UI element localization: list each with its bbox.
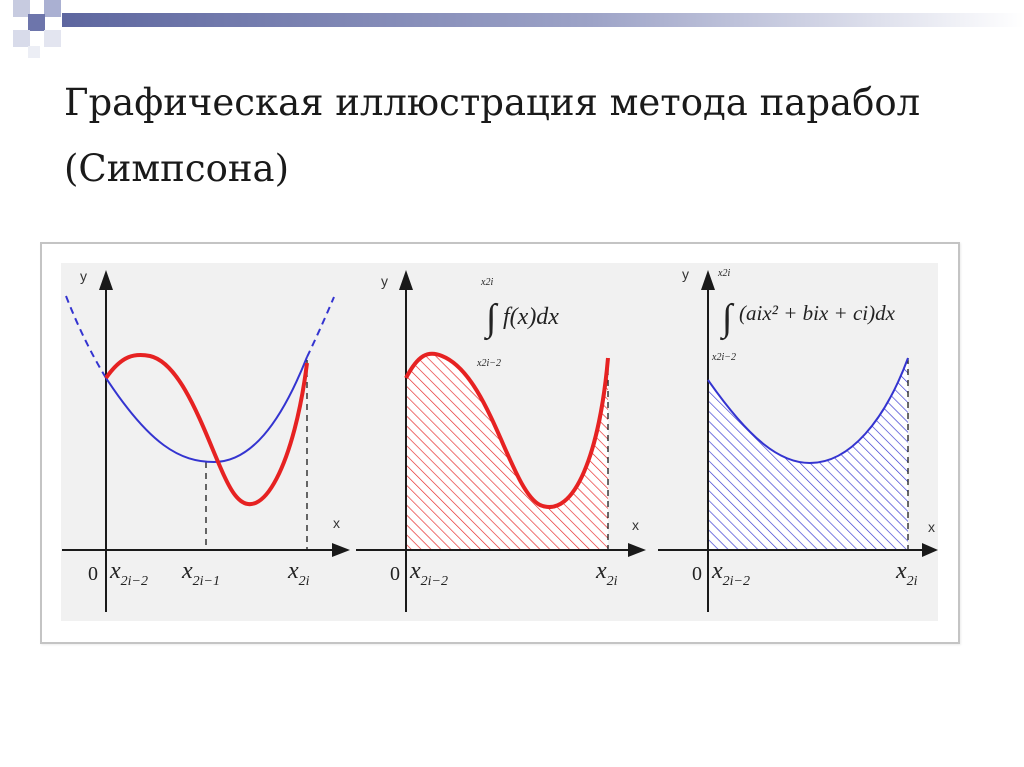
panel-3-label-x2i-2: x2i−2 <box>711 558 750 589</box>
panel-1-label-x2i: x2i <box>287 558 310 589</box>
panel-3-integral-lower: x2i−2 <box>711 352 736 363</box>
panel-1-y-label: y <box>80 268 87 284</box>
panel-3-x-label: x <box>928 519 935 535</box>
panel-1-y-arrow-icon <box>99 270 113 290</box>
slide-title-line2: (Симпсона) <box>64 147 289 190</box>
panel-2-y-arrow-icon <box>399 270 413 290</box>
panel-3-integral-upper: x2i <box>717 268 730 279</box>
panel-1-x-arrow-icon <box>332 543 350 557</box>
panel-2-integral-sign-icon: ∫ <box>484 297 499 341</box>
panel-2-integral-lower: x2i−2 <box>476 358 501 369</box>
panel-3-y-label: y <box>682 266 689 282</box>
panel-1-curves-comparison: y x 0 x2i−2 x2i−1 x2i <box>62 268 350 612</box>
panel-1-origin-label: 0 <box>88 563 98 585</box>
panel-2-function-curve <box>404 351 610 509</box>
panel-2-integral-upper: x2i <box>480 277 493 288</box>
slide-title: Графическая иллюстрация метода парабол (… <box>64 70 984 202</box>
panel-2-x-label: x <box>632 517 639 533</box>
panel-2-label-x2i-2: x2i−2 <box>409 558 448 589</box>
panel-3-origin-label: 0 <box>692 563 702 585</box>
header-decoration <box>13 0 1024 58</box>
panel-1-x-label: x <box>333 515 340 531</box>
panel-1-label-x2i-1: x2i−1 <box>181 558 220 589</box>
slide-title-line1: Графическая иллюстрация метода парабол <box>64 81 921 124</box>
panel-3-label-x2i: x2i <box>895 558 918 589</box>
panel-3-x-arrow-icon <box>922 543 938 557</box>
panel-2-origin-label: 0 <box>390 563 400 585</box>
panel-2-integrand: f(x)dx <box>503 304 559 330</box>
panel-3-y-arrow-icon <box>701 270 715 290</box>
panel-2-x-arrow-icon <box>628 543 646 557</box>
panel-3-integral-sign-icon: ∫ <box>720 297 735 341</box>
panel-1-parabola-dashed-right <box>306 296 335 358</box>
panel-2-hatched-area <box>406 353 608 550</box>
panel-2-exact-integral: ∫ x2i x2i−2 f(x)dx y x 0 x2i−2 x2i <box>356 270 646 612</box>
panel-2-y-label: y <box>381 273 388 289</box>
panel-1-parabola-dashed-left <box>65 295 107 379</box>
panel-3-parabola <box>707 357 909 465</box>
panel-3-parabola-integral: ∫ x2i x2i−2 (aix² + bix + ci)dx y x 0 x2… <box>658 266 938 612</box>
panel-1-parabola <box>105 356 308 464</box>
panel-1-function-curve <box>104 352 309 507</box>
panel-3-integrand: (aix² + bix + ci)dx <box>739 301 896 325</box>
panel-1-label-x2i-2: x2i−2 <box>109 558 148 589</box>
panel-2-label-x2i: x2i <box>595 558 618 589</box>
panel-3-hatched-area <box>708 358 908 550</box>
